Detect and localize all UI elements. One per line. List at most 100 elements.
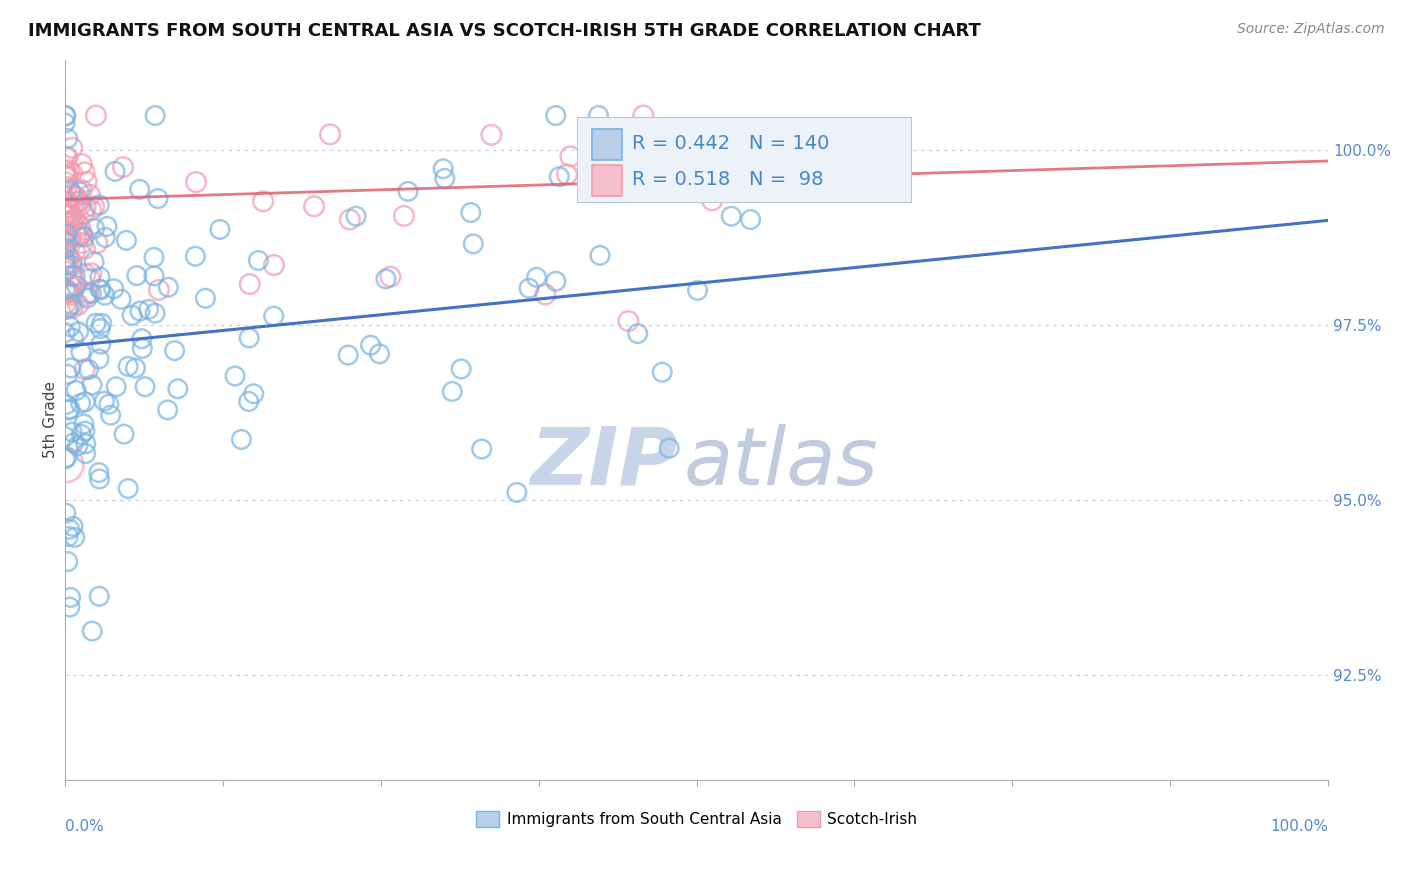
Point (143, 404, 166, 418)
Point (143, 511, 166, 525)
Point (53, 224, 76, 238)
Point (679, 236, 702, 251)
Point (63, 242, 86, 256)
Point (53, 401, 76, 416)
Point (89, 365, 111, 379)
Point (55, 222, 77, 236)
Point (238, 219, 260, 234)
Point (73, 221, 96, 235)
Point (63, 141, 86, 155)
Point (55, 286, 77, 301)
Point (87, 393, 110, 408)
Point (433, 221, 456, 235)
Point (103, 196, 125, 211)
Point (59, 235, 82, 250)
Point (105, 318, 128, 332)
Point (69, 229, 91, 244)
Point (60, 195, 83, 210)
Point (56, 215, 79, 229)
Point (87, 328, 110, 343)
Point (53, 180, 76, 194)
Point (58, 184, 80, 198)
Point (544, 178, 567, 193)
Point (60, 279, 83, 293)
Point (481, 186, 503, 201)
Point (69, 236, 91, 251)
Point (745, 262, 768, 277)
Point (589, 314, 612, 328)
Point (80, 285, 103, 300)
Point (60, 184, 83, 198)
Point (53, 288, 76, 302)
Point (75, 384, 97, 398)
Point (56, 283, 79, 297)
Point (560, 153, 582, 168)
Point (146, 293, 169, 307)
Point (56, 234, 79, 248)
Point (53, 429, 76, 443)
Point (89, 351, 111, 366)
Point (97, 296, 120, 310)
Point (633, 182, 655, 196)
Point (143, 264, 166, 278)
Point (79, 168, 101, 182)
Point (163, 580, 186, 594)
Point (60, 265, 83, 279)
Point (55, 201, 77, 215)
Bar (592, 129, 621, 160)
Text: 0.0%: 0.0% (65, 819, 104, 834)
Point (238, 227, 260, 242)
Point (75, 431, 97, 445)
Point (617, 132, 640, 146)
Point (60, 214, 83, 228)
Point (463, 560, 485, 574)
Point (134, 281, 156, 295)
Point (67, 528, 90, 542)
Point (56, 401, 79, 416)
Point (67, 411, 90, 425)
Point (517, 342, 540, 356)
Point (360, 362, 382, 376)
Point (156, 214, 179, 228)
Point (60, 166, 83, 180)
Point (62, 202, 84, 217)
Point (59, 241, 82, 255)
Point (658, 423, 681, 437)
Point (70, 285, 93, 299)
Point (143, 309, 166, 323)
Point (58, 361, 80, 376)
Point (55, 164, 77, 178)
Point (60, 190, 83, 204)
Point (58, 163, 80, 178)
Point (84, 207, 107, 221)
Point (79, 267, 101, 281)
Point (60, 261, 83, 276)
Point (548, 277, 571, 291)
Point (263, 109, 285, 123)
Point (56, 269, 79, 284)
Bar (592, 165, 621, 195)
Point (588, 178, 610, 193)
Point (89, 294, 111, 309)
Point (84, 284, 107, 298)
Point (55, 201, 77, 215)
Point (73, 224, 96, 238)
Point (627, 202, 650, 216)
Point (67, 332, 90, 346)
Point (124, 395, 146, 409)
Point (75, 150, 97, 164)
Point (56, 255, 79, 269)
Point (194, 261, 217, 276)
Point (69, 198, 91, 212)
Text: R = 0.518   N =  98: R = 0.518 N = 98 (633, 170, 824, 189)
Point (55, 190, 77, 204)
Point (94, 433, 117, 447)
Point (65, 272, 87, 286)
Point (157, 402, 180, 417)
Point (56, 296, 79, 310)
Point (77, 275, 100, 289)
Point (63, 186, 86, 200)
Point (55, 626, 77, 640)
Point (83, 420, 105, 434)
Point (58, 363, 80, 377)
